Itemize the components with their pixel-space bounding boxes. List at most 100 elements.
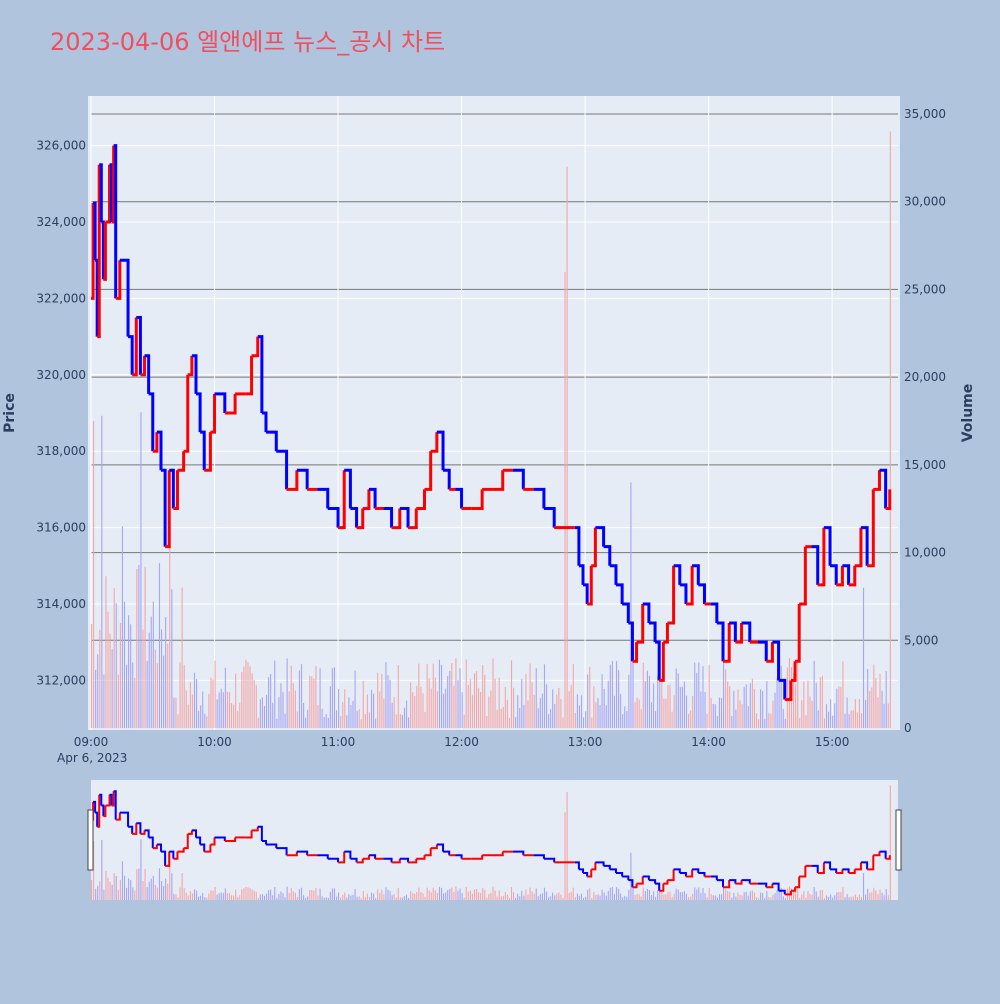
volume-bar <box>95 669 97 728</box>
slider-volume-bar <box>650 895 653 900</box>
slider-volume-bar <box>325 897 327 900</box>
slider-price-segment <box>200 843 206 852</box>
price-segment <box>115 260 122 300</box>
volume-bar <box>206 716 208 728</box>
slider-volume-bar <box>760 892 762 900</box>
slider-volume-bar <box>414 893 416 900</box>
price-segment <box>692 564 700 585</box>
volume-bar <box>348 697 350 728</box>
slider-volume-bar <box>675 888 677 900</box>
volume-bar <box>410 682 412 728</box>
slider-price-segment <box>595 861 605 866</box>
rangeslider-area[interactable] <box>91 780 898 900</box>
rangeslider-right-handle[interactable] <box>895 809 902 871</box>
volume-bar <box>854 699 856 728</box>
time-tick-label: 15:00 <box>815 735 850 749</box>
slider-volume-bar <box>327 898 329 900</box>
volume-bar <box>545 684 548 728</box>
volume-bar <box>780 665 782 728</box>
volume-bar <box>815 682 817 728</box>
price-segment <box>265 430 278 452</box>
volume-bar <box>739 700 741 728</box>
slider-price-segment <box>97 794 101 828</box>
price-segment <box>156 430 163 471</box>
slider-price-segment <box>105 794 111 807</box>
volume-bar <box>799 718 801 728</box>
slider-volume-bar <box>821 889 823 900</box>
volume-bar <box>354 670 356 728</box>
slider-volume-bar <box>249 888 251 900</box>
volume-bar <box>445 688 447 728</box>
volume-bar <box>568 691 570 728</box>
volume-bar <box>140 412 142 728</box>
slider-volume-bar <box>875 890 877 900</box>
slider-price-segment <box>603 864 611 870</box>
volume-bar <box>887 703 889 728</box>
volume-bar <box>216 699 218 728</box>
volume-bar <box>290 665 292 728</box>
price-segment <box>615 583 624 604</box>
volume-bar <box>284 713 286 728</box>
slider-volume-bar <box>469 890 471 900</box>
slider-volume-bar <box>175 894 177 900</box>
volume-bar <box>548 714 550 728</box>
volume-bar <box>803 681 805 728</box>
slider-volume-bar <box>856 896 858 900</box>
slider-volume-bar <box>887 895 889 900</box>
volume-bar <box>784 719 786 728</box>
slider-volume-bar <box>848 897 850 900</box>
volume-bar <box>300 664 303 728</box>
volume-tick-label: 10,000 <box>904 546 946 560</box>
slider-volume-bar <box>774 893 776 900</box>
slider-price-segment <box>784 890 792 896</box>
slider-volume-bar <box>103 889 105 900</box>
price-segment <box>276 449 289 490</box>
slider-volume-bar <box>609 887 611 900</box>
volume-bar <box>618 669 620 728</box>
slider-volume-bar <box>562 897 564 900</box>
slider-volume-bar <box>276 898 278 900</box>
slider-volume-bar <box>128 878 130 900</box>
slider-volume-bar <box>743 892 745 900</box>
slider-volume-bar <box>574 897 576 900</box>
slider-price-segment <box>136 822 142 834</box>
volume-bar <box>148 632 150 728</box>
slider-price-segment <box>214 836 226 841</box>
rangeslider-left-handle[interactable] <box>87 809 94 871</box>
slider-volume-bar <box>97 885 99 900</box>
slider-volume-bar <box>778 886 780 900</box>
gridlines <box>90 96 898 730</box>
volume-bar <box>498 677 500 728</box>
price-segment <box>492 470 505 491</box>
price-segment <box>817 527 826 587</box>
volume-bar <box>858 699 860 728</box>
volume-bar <box>681 686 683 728</box>
slider-volume-bar <box>241 889 243 900</box>
price-segment <box>854 527 863 568</box>
slider-volume-bar <box>253 890 255 900</box>
slider-volume-bar <box>403 896 406 900</box>
volume-bar <box>543 664 546 728</box>
slider-volume-bar <box>673 893 675 900</box>
slider-price-segment <box>140 830 146 835</box>
slider-volume-bar <box>443 893 445 900</box>
volume-bar <box>399 714 401 728</box>
slider-price-segment <box>173 851 179 860</box>
volume-bar <box>272 702 274 728</box>
slider-price-segment <box>245 830 253 839</box>
slider-volume-bar <box>193 889 196 900</box>
slider-volume-bar <box>484 889 486 900</box>
slider-volume-bar <box>138 868 140 900</box>
price-axis-ticks: 312,000 314,000 316,000 318,000 320,000 322,0… <box>36 139 86 688</box>
volume-bar <box>881 690 883 728</box>
slider-volume-bar <box>850 896 852 900</box>
slider-volume-bar <box>430 892 432 900</box>
volume-bar <box>871 687 873 728</box>
volume-bar <box>381 673 383 728</box>
slider-volume-bar <box>132 887 134 900</box>
volume-bar <box>179 662 181 728</box>
volume-bar <box>177 714 179 728</box>
price-segment <box>132 317 138 377</box>
slider-volume-bar <box>492 886 494 900</box>
